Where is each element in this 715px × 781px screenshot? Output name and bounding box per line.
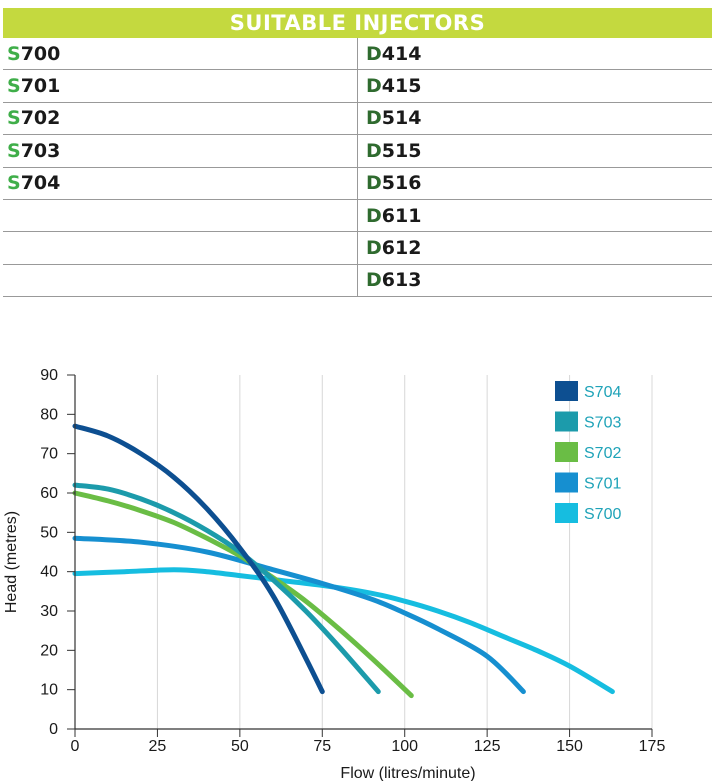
injector-d-prefix: D — [366, 172, 382, 195]
series-line-s701 — [72, 535, 526, 695]
injector-grid: S700 D414 S701 D415 S702 D514 S703 D515 S704 D516… — [3, 38, 712, 298]
table-row: S704 D516 — [3, 167, 712, 200]
series-line-s700 — [72, 567, 615, 695]
injector-d-cell: D611 — [357, 199, 712, 233]
table-row: S700 D414 — [3, 38, 712, 71]
injector-d-prefix: D — [366, 42, 382, 65]
table-row: S702 D514 — [3, 102, 712, 136]
series-lines — [72, 423, 615, 699]
injector-d-prefix: D — [366, 139, 382, 162]
injector-d-cell: D516 — [357, 167, 712, 200]
injector-s-prefix: S — [7, 172, 21, 195]
injector-s-cell — [3, 264, 358, 298]
x-tick-label: 175 — [639, 738, 666, 755]
injector-d-prefix: D — [366, 237, 382, 260]
injector-s-number: 704 — [20, 172, 61, 195]
table-title: SUITABLE INJECTORS — [3, 8, 712, 38]
y-tick-label: 10 — [40, 682, 58, 699]
y-tick-label: 40 — [40, 564, 58, 581]
legend-swatch-s700 — [555, 503, 578, 523]
axes: 0 10 20 30 40 50 60 70 80 90 0 25 50 75 100 125 150 175 — [40, 367, 665, 755]
legend: S704 S703 S702 S701 S700 — [555, 381, 621, 523]
x-tick-label: 75 — [313, 738, 331, 755]
injector-d-prefix: D — [366, 269, 382, 292]
injector-s-cell: S704 — [3, 167, 358, 200]
injector-d-cell: D613 — [357, 264, 712, 298]
x-tick-label: 0 — [71, 738, 80, 755]
grid-lines — [156, 375, 653, 729]
legend-swatch-s701 — [555, 472, 578, 493]
legend-swatch-s703 — [555, 411, 578, 432]
legend-swatch-s704 — [555, 381, 578, 401]
injector-d-number: 414 — [381, 42, 422, 65]
injector-s-number: 702 — [20, 107, 61, 130]
legend-label: S700 — [584, 506, 621, 523]
injector-d-number: 514 — [381, 107, 422, 130]
x-tick-label: 125 — [474, 738, 501, 755]
y-tick-label: 20 — [40, 642, 58, 659]
injector-s-prefix: S — [7, 75, 21, 98]
injector-s-prefix: S — [7, 139, 21, 162]
legend-label: S704 — [584, 384, 621, 401]
y-tick-label: 0 — [49, 721, 58, 738]
x-tick-label: 50 — [231, 738, 249, 755]
injector-d-number: 415 — [381, 75, 422, 98]
injector-d-number: 611 — [381, 204, 422, 227]
injector-d-cell: D415 — [357, 69, 712, 103]
injector-d-prefix: D — [366, 75, 382, 98]
x-tick-label: 100 — [391, 738, 418, 755]
injector-s-cell: S703 — [3, 134, 358, 168]
table-row: S703 D515 — [3, 134, 712, 168]
injector-s-cell: S700 — [3, 38, 358, 71]
injector-s-cell — [3, 199, 358, 233]
injector-d-number: 515 — [381, 139, 422, 162]
head-flow-chart: 0 10 20 30 40 50 60 70 80 90 0 25 50 75 100 125 150 175 S… — [3, 367, 665, 781]
injector-d-cell: D612 — [357, 231, 712, 265]
suitable-injectors-table: SUITABLE INJECTORS S700 D414 S701 D415 S702 D… — [3, 8, 712, 298]
injector-s-number: 701 — [20, 75, 61, 98]
legend-label: S703 — [584, 415, 621, 432]
injector-s-number: 700 — [20, 42, 61, 65]
legend-label: S702 — [584, 445, 621, 462]
injector-d-cell: D515 — [357, 134, 712, 168]
series-line-s704 — [72, 423, 325, 695]
x-tick-label: 150 — [556, 738, 583, 755]
legend-label: S701 — [584, 476, 621, 493]
table-row: D613 — [3, 264, 712, 298]
injector-s-cell — [3, 231, 358, 265]
y-tick-label: 90 — [40, 367, 58, 384]
table-row: S701 D415 — [3, 69, 712, 103]
injector-s-prefix: S — [7, 107, 21, 130]
injector-d-number: 613 — [381, 269, 422, 292]
injector-s-cell: S702 — [3, 102, 358, 136]
series-line-s703 — [72, 482, 381, 695]
injector-d-prefix: D — [366, 204, 382, 227]
injector-d-number: 612 — [381, 237, 422, 260]
table-row: D611 — [3, 199, 712, 233]
x-axis-label: Flow (litres/minute) — [340, 765, 475, 781]
y-axis-label: Head (metres) — [3, 511, 20, 613]
x-tick-label: 25 — [149, 738, 167, 755]
injector-s-prefix: S — [7, 42, 21, 65]
injector-d-prefix: D — [366, 107, 382, 130]
injector-d-cell: D414 — [357, 38, 712, 71]
legend-swatch-s702 — [555, 442, 578, 462]
y-tick-label: 60 — [40, 485, 58, 502]
y-tick-label: 80 — [40, 406, 58, 423]
y-tick-label: 30 — [40, 603, 58, 620]
table-row: D612 — [3, 231, 712, 265]
injector-s-number: 703 — [20, 139, 61, 162]
injector-d-cell: D514 — [357, 102, 712, 136]
injector-d-number: 516 — [381, 172, 422, 195]
y-tick-label: 70 — [40, 446, 58, 463]
injector-s-cell: S701 — [3, 69, 358, 103]
series-line-s702 — [72, 490, 414, 699]
y-tick-label: 50 — [40, 524, 58, 541]
